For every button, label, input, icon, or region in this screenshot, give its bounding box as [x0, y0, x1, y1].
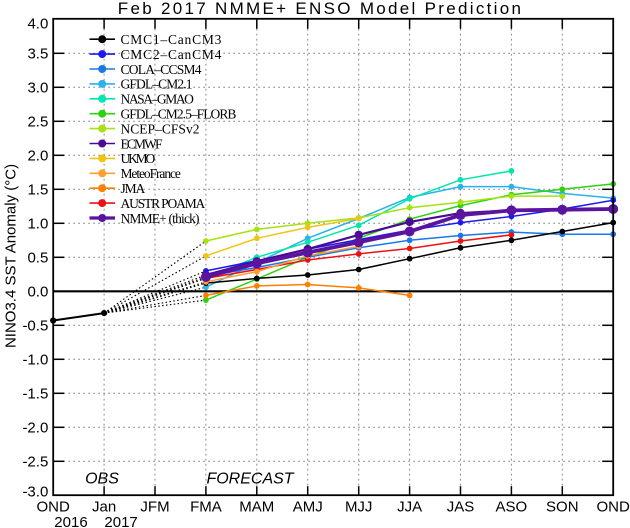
svg-text:0.5: 0.5 [27, 250, 48, 267]
svg-text:2.0: 2.0 [27, 148, 48, 165]
svg-text:AUSTR POAMA: AUSTR POAMA [121, 196, 206, 211]
svg-text:ECMWF: ECMWF [121, 136, 164, 151]
svg-text:0.0: 0.0 [27, 284, 48, 301]
svg-text:GFDL–CM2.1: GFDL–CM2.1 [121, 77, 192, 92]
svg-text:-0.5: -0.5 [22, 318, 48, 335]
svg-text:Jan: Jan [92, 499, 116, 516]
svg-text:-1.5: -1.5 [22, 386, 48, 403]
svg-text:NCEP–CFSv2: NCEP–CFSv2 [121, 121, 200, 136]
svg-text:JMA: JMA [121, 181, 146, 196]
svg-text:OND: OND [37, 499, 71, 516]
svg-text:SON: SON [546, 499, 579, 516]
svg-text:OBS: OBS [85, 471, 119, 488]
svg-text:3.5: 3.5 [27, 46, 48, 63]
svg-text:-3.0: -3.0 [22, 483, 48, 500]
svg-text:2.5: 2.5 [27, 114, 48, 131]
svg-text:2017: 2017 [104, 514, 137, 528]
svg-text:COLA–CCSM4: COLA–CCSM4 [121, 62, 202, 77]
svg-text:Feb 2017 NMME+ ENSO Model Pred: Feb 2017 NMME+ ENSO Model Prediction [118, 0, 523, 18]
svg-text:CMC2–CanCM4: CMC2–CanCM4 [121, 47, 223, 62]
svg-text:FORECAST: FORECAST [206, 471, 294, 488]
svg-text:1.5: 1.5 [27, 182, 48, 199]
svg-text:-2.5: -2.5 [22, 454, 48, 471]
svg-text:-1.0: -1.0 [22, 352, 48, 369]
svg-text:UKMO: UKMO [121, 151, 156, 166]
svg-text:OND: OND [597, 499, 630, 516]
svg-text:2016: 2016 [54, 514, 87, 528]
svg-text:GFDL–CM2.5–FLORB: GFDL–CM2.5–FLORB [121, 107, 237, 122]
svg-text:JAS: JAS [447, 499, 475, 516]
svg-text:MJJ: MJJ [345, 499, 373, 516]
svg-text:JFM: JFM [140, 499, 169, 516]
svg-text:NMME+ (thick): NMME+ (thick) [121, 211, 200, 226]
svg-text:MeteoFrance: MeteoFrance [121, 166, 181, 181]
svg-text:4.0: 4.0 [27, 15, 48, 32]
svg-text:MAM: MAM [239, 499, 274, 516]
svg-text:JJA: JJA [397, 499, 422, 516]
svg-text:-2.0: -2.0 [22, 420, 48, 437]
svg-text:AMJ: AMJ [293, 499, 323, 516]
svg-text:NASA–GMAO: NASA–GMAO [121, 92, 195, 107]
svg-text:3.0: 3.0 [27, 80, 48, 97]
svg-text:CMC1–CanCM3: CMC1–CanCM3 [121, 32, 223, 47]
svg-text:1.0: 1.0 [27, 216, 48, 233]
svg-text:ASO: ASO [496, 499, 528, 516]
svg-text:FMA: FMA [190, 499, 222, 516]
svg-text:NINO3.4 SST Anomaly (°C): NINO3.4 SST Anomaly (°C) [3, 164, 20, 348]
